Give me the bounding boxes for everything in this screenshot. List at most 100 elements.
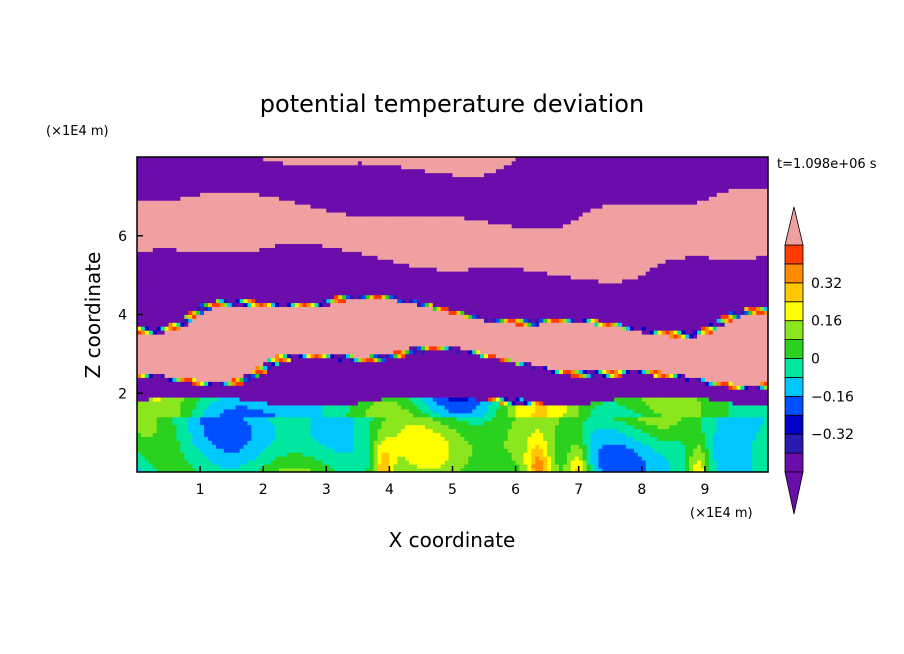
field-cell bbox=[385, 420, 390, 426]
field-cell bbox=[728, 389, 733, 394]
field-cell bbox=[712, 373, 718, 378]
field-cell bbox=[180, 349, 185, 355]
field-cell bbox=[685, 393, 690, 398]
field-cell bbox=[365, 468, 371, 472]
field-cell bbox=[349, 357, 355, 363]
field-cell bbox=[673, 353, 678, 359]
field-cell bbox=[160, 460, 165, 465]
field-cell bbox=[365, 381, 371, 386]
field-cell bbox=[440, 468, 446, 472]
field-cell bbox=[736, 401, 741, 406]
field-cell bbox=[223, 464, 229, 469]
field-cell bbox=[314, 409, 319, 414]
field-cell bbox=[385, 456, 390, 461]
field-cell bbox=[436, 448, 442, 453]
field-cell bbox=[144, 428, 150, 434]
field-cell bbox=[401, 420, 406, 426]
field-cell bbox=[409, 381, 414, 386]
field-cell bbox=[476, 389, 481, 394]
field-cell bbox=[353, 369, 359, 374]
field-cell bbox=[322, 397, 327, 402]
field-cell bbox=[673, 464, 678, 469]
field-cell bbox=[484, 448, 489, 453]
field-cell bbox=[476, 456, 481, 461]
field-cell bbox=[365, 401, 371, 406]
field-cell bbox=[665, 397, 670, 402]
field-cell bbox=[578, 424, 584, 430]
field-cell bbox=[456, 361, 461, 367]
field-cell bbox=[752, 353, 757, 359]
field-cell bbox=[196, 444, 201, 449]
field-cell bbox=[156, 377, 162, 382]
field-cell bbox=[405, 412, 410, 418]
field-cell bbox=[417, 389, 422, 394]
field-cell bbox=[310, 373, 315, 378]
field-cell bbox=[614, 468, 619, 472]
field-cell bbox=[377, 409, 382, 414]
field-cell bbox=[693, 377, 698, 382]
field-cell bbox=[744, 448, 749, 453]
field-cell bbox=[168, 373, 173, 378]
field-cell bbox=[215, 460, 221, 465]
field-cell bbox=[736, 389, 741, 394]
field-cell bbox=[610, 456, 615, 461]
field-cell bbox=[653, 464, 658, 469]
field-cell bbox=[353, 381, 359, 386]
field-cell bbox=[172, 381, 177, 386]
field-cell bbox=[164, 412, 169, 418]
field-cell bbox=[424, 401, 430, 406]
field-cell bbox=[271, 365, 276, 371]
field-cell bbox=[566, 460, 572, 465]
field-cell bbox=[326, 428, 331, 434]
field-cell bbox=[740, 409, 745, 414]
field-cell bbox=[428, 393, 434, 398]
field-cell bbox=[184, 464, 189, 469]
field-cell bbox=[255, 420, 260, 426]
field-cell bbox=[235, 346, 240, 351]
field-cell bbox=[578, 373, 584, 378]
field-cell bbox=[645, 373, 651, 378]
field-cell bbox=[215, 444, 221, 449]
field-cell bbox=[401, 357, 406, 363]
field-cell bbox=[491, 464, 497, 469]
field-cell bbox=[748, 349, 753, 355]
field-cell bbox=[539, 420, 544, 426]
field-cell bbox=[708, 349, 714, 355]
field-cell bbox=[764, 401, 768, 406]
field-cell bbox=[255, 424, 260, 430]
field-cell bbox=[448, 420, 453, 426]
field-cell bbox=[444, 468, 449, 472]
field-cell bbox=[373, 409, 378, 414]
field-cell bbox=[472, 432, 477, 437]
field-cell bbox=[401, 460, 406, 465]
field-cell bbox=[342, 405, 347, 410]
field-cell bbox=[188, 440, 193, 445]
field-cell bbox=[326, 365, 331, 371]
field-cell bbox=[223, 428, 229, 434]
field-cell bbox=[531, 436, 536, 441]
field-cell bbox=[558, 464, 564, 469]
field-cell bbox=[748, 460, 753, 465]
field-cell bbox=[480, 369, 485, 374]
field-cell bbox=[405, 373, 410, 378]
field-cell bbox=[602, 468, 607, 472]
field-cell bbox=[389, 412, 394, 418]
field-cell bbox=[247, 353, 252, 359]
field-cell bbox=[484, 349, 489, 355]
field-cell bbox=[298, 448, 304, 453]
field-cell bbox=[259, 452, 264, 457]
field-cell bbox=[255, 440, 260, 445]
field-cell bbox=[353, 393, 359, 398]
field-cell bbox=[231, 385, 236, 390]
field-cell bbox=[724, 401, 729, 406]
field-cell bbox=[294, 349, 300, 355]
field-cell bbox=[519, 389, 524, 394]
field-cell bbox=[140, 381, 146, 386]
field-cell bbox=[515, 444, 520, 449]
field-cell bbox=[645, 416, 651, 422]
field-cell bbox=[468, 389, 473, 394]
field-cell bbox=[176, 424, 181, 430]
field-cell bbox=[562, 361, 568, 367]
field-cell bbox=[286, 385, 292, 390]
field-cell bbox=[298, 349, 304, 355]
